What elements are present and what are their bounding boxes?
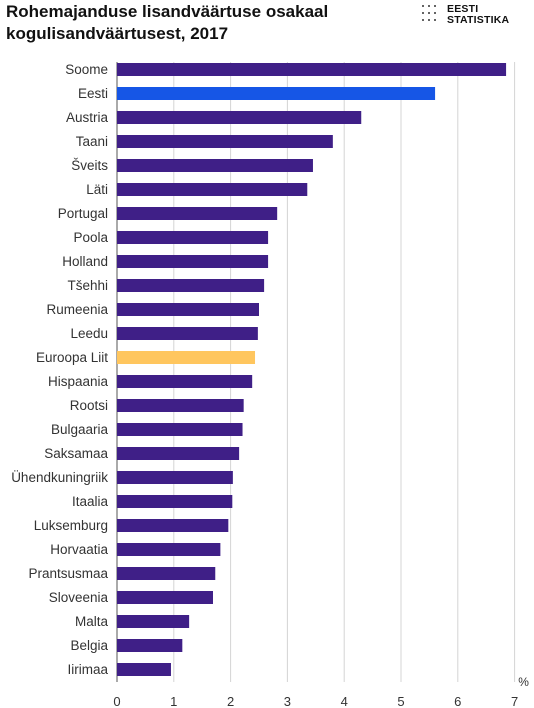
category-label: Horvaatia <box>50 542 108 557</box>
category-label: Euroopa Liit <box>36 350 108 365</box>
category-label: Itaalia <box>72 494 109 509</box>
category-label: Prantsusmaa <box>28 566 108 581</box>
category-label: Malta <box>75 614 109 629</box>
category-label: Iirimaa <box>67 662 108 677</box>
category-label: Saksamaa <box>44 446 108 461</box>
category-label: Rootsi <box>70 398 108 413</box>
dot-grid-icon <box>422 5 436 21</box>
category-label: Rumeenia <box>46 302 108 317</box>
x-tick-label: 5 <box>397 694 404 708</box>
category-label: Šveits <box>71 158 108 173</box>
bar--veits <box>117 159 313 172</box>
bar-soome <box>117 63 507 76</box>
category-label: Hispaania <box>48 374 109 389</box>
bar-euroopa-liit <box>117 351 256 364</box>
bar-luksemburg <box>117 519 229 532</box>
x-tick-label: 7 <box>511 694 518 708</box>
bar-holland <box>117 255 269 268</box>
category-label: Soome <box>65 62 108 77</box>
bar-eesti <box>117 87 436 100</box>
x-tick-label: 1 <box>170 694 177 708</box>
category-label: Taani <box>76 134 108 149</box>
category-label: Austria <box>66 110 109 125</box>
bar-rumeenia <box>117 303 259 316</box>
logo-line1: EESTI <box>447 3 479 15</box>
bar-leedu <box>117 327 258 340</box>
bar-prantsusmaa <box>117 567 216 580</box>
bar-belgia <box>117 639 183 652</box>
bar-austria <box>117 111 362 124</box>
category-label: Poola <box>73 230 108 245</box>
x-tick-label: 3 <box>284 694 291 708</box>
category-label: Belgia <box>70 638 108 653</box>
bar-portugal <box>117 207 278 220</box>
bar-t-ehhi <box>117 279 265 292</box>
logo-line2: STATISTIKA <box>447 14 510 26</box>
bar-poola <box>117 231 269 244</box>
bar-iirimaa <box>117 663 171 676</box>
bar--hendkuningriik <box>117 471 233 484</box>
x-unit-label: % <box>518 675 529 689</box>
category-label: Holland <box>62 254 108 269</box>
category-label: Bulgaaria <box>51 422 109 437</box>
bar-taani <box>117 135 333 148</box>
x-tick-label: 6 <box>454 694 461 708</box>
category-label: Tšehhi <box>67 278 108 293</box>
bar-horvaatia <box>117 543 221 556</box>
bar-itaalia <box>117 495 233 508</box>
bar-saksamaa <box>117 447 240 460</box>
bar-bulgaaria <box>117 423 243 436</box>
x-tick-label: 4 <box>341 694 348 708</box>
bar-malta <box>117 615 190 628</box>
chart-title: Rohemajanduse lisandväärtuse osakaal kog… <box>6 1 406 45</box>
bar-l-ti <box>117 183 308 196</box>
category-label: Eesti <box>78 86 108 101</box>
category-label: Leedu <box>70 326 108 341</box>
category-label: Luksemburg <box>34 518 108 533</box>
bar-sloveenia <box>117 591 213 604</box>
category-label: Portugal <box>58 206 108 221</box>
bar-rootsi <box>117 399 244 412</box>
bar-hispaania <box>117 375 253 388</box>
category-label: Sloveenia <box>49 590 109 605</box>
x-tick-label: 2 <box>227 694 234 708</box>
logo-text: EESTI STATISTIKA <box>447 4 509 26</box>
x-tick-label: 0 <box>113 694 120 708</box>
category-label: Ühendkuningriik <box>11 470 108 485</box>
chart-title-line2: kogulisandväärtusest, 2017 <box>6 24 229 43</box>
chart-title-line1: Rohemajanduse lisandväärtuse osakaal <box>6 2 329 21</box>
category-label: Läti <box>86 182 108 197</box>
